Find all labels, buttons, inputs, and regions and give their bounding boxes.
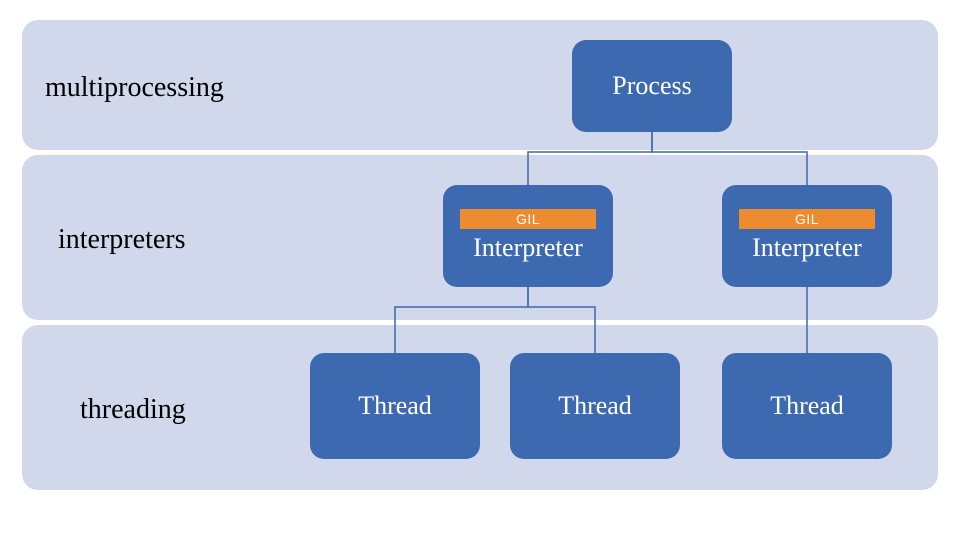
gil-badge-icon: GIL xyxy=(460,209,596,229)
band-label-multiprocessing: multiprocessing xyxy=(45,72,224,104)
node-label: Process xyxy=(612,71,691,101)
node-interpreter-2: GIL Interpreter xyxy=(722,185,892,287)
diagram-canvas: multiprocessing interpreters threading P… xyxy=(0,0,960,540)
node-thread-2: Thread xyxy=(510,353,680,459)
band-label-threading: threading xyxy=(80,394,186,426)
node-label: Interpreter xyxy=(752,233,862,263)
node-thread-1: Thread xyxy=(310,353,480,459)
node-label: Thread xyxy=(358,391,432,421)
node-label: Interpreter xyxy=(473,233,583,263)
node-label: Thread xyxy=(558,391,632,421)
node-interpreter-1: GIL Interpreter xyxy=(443,185,613,287)
gil-badge-icon: GIL xyxy=(739,209,875,229)
node-process: Process xyxy=(572,40,732,132)
band-label-interpreters: interpreters xyxy=(58,224,186,256)
node-label: Thread xyxy=(770,391,844,421)
node-thread-3: Thread xyxy=(722,353,892,459)
